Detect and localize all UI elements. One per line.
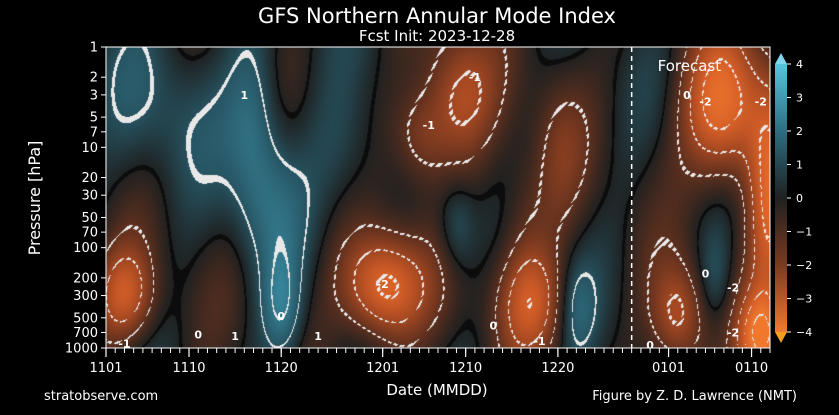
contour-label: -2 xyxy=(377,278,389,291)
x-axis: 1101 1110 1120 1201 1210 1220 0101 0110 xyxy=(89,348,771,376)
y-tick-label: 20 xyxy=(81,171,98,186)
colorbar-tick-label: 3 xyxy=(796,92,803,105)
footer-left: stratobserve.com xyxy=(44,389,158,404)
contour-label: -1 xyxy=(423,119,435,132)
y-axis-label: Pressure [hPa] xyxy=(25,141,44,256)
y-tick-label: 1000 xyxy=(65,342,98,357)
y-tick-label: 50 xyxy=(81,211,98,226)
forecast-label: Forecast xyxy=(658,57,722,75)
chart-subtitle: Fcst Init: 2023-12-28 xyxy=(359,27,515,45)
x-tick-label: 1101 xyxy=(89,361,122,376)
contour-label: 0 xyxy=(194,328,202,341)
heatmap-field xyxy=(106,47,770,348)
contour-label: 0 xyxy=(683,89,691,102)
colorbar-tick-label: 1 xyxy=(796,159,803,172)
contour-label: 1 xyxy=(241,89,249,102)
colorbar-tick-label: −4 xyxy=(796,326,812,339)
colorbar-max-extend xyxy=(775,53,787,64)
y-tick-label: 3 xyxy=(90,88,98,103)
y-tick-label: 1 xyxy=(90,41,98,56)
chart-title: GFS Northern Annular Mode Index xyxy=(258,4,616,28)
contour-label: -2 xyxy=(755,96,767,109)
y-tick-label: 200 xyxy=(73,271,98,286)
x-tick-label: 1110 xyxy=(172,361,205,376)
x-tick-label: 1220 xyxy=(541,361,574,376)
contour-label: -2 xyxy=(727,282,739,295)
colorbar-tick-label: 2 xyxy=(796,125,803,138)
y-tick-label: 30 xyxy=(81,189,98,204)
y-tick-label: 5 xyxy=(90,111,98,126)
y-tick-label: 2 xyxy=(90,71,98,86)
colorbar-min-extend xyxy=(775,332,787,343)
contour-label: -1 xyxy=(469,71,481,84)
x-tick-label: 1120 xyxy=(265,361,298,376)
contour-label: -1 xyxy=(533,335,545,348)
contour-label: -2 xyxy=(699,96,711,109)
colorbar-tick-label: −2 xyxy=(796,259,812,272)
y-tick-label: 70 xyxy=(81,226,98,241)
contour-label: 0 xyxy=(277,310,285,323)
colorbar-scale xyxy=(775,64,787,332)
y-tick-label: 300 xyxy=(73,289,98,304)
x-tick-label: 0110 xyxy=(735,361,768,376)
y-tick-label: 500 xyxy=(73,311,98,326)
x-tick-label: 1210 xyxy=(449,361,482,376)
colorbar-tick-label: −3 xyxy=(796,293,812,306)
colorbar: 4 3 2 1 0 −1 −2 −3 −4 xyxy=(775,53,812,343)
x-tick-label: 1201 xyxy=(366,361,399,376)
footer-right: Figure by Z. D. Lawrence (NMT) xyxy=(592,389,797,404)
contour-label: 1 xyxy=(231,330,239,343)
contour-label: 0 xyxy=(646,339,654,352)
contour-label: 1 xyxy=(314,330,322,343)
contour-label: 0 xyxy=(490,320,498,333)
y-tick-label: 7 xyxy=(90,125,98,140)
y-tick-label: 100 xyxy=(73,241,98,256)
colorbar-tick-label: −1 xyxy=(796,226,812,239)
plot-area: 1 -1 -1 0 -2 -2 -2 0 -2 0 0 1 1 -1 0 -1 0 -2 Forecast xyxy=(105,46,771,352)
contour-label: 0 xyxy=(702,267,710,280)
contour-label: -2 xyxy=(727,326,739,339)
y-tick-label: 10 xyxy=(81,141,98,156)
contour-label: -1 xyxy=(118,337,130,350)
x-axis-label: Date (MMDD) xyxy=(386,381,487,399)
x-tick-label: 0101 xyxy=(652,361,685,376)
colorbar-tick-label: 4 xyxy=(796,58,803,71)
colorbar-tick-label: 0 xyxy=(796,192,803,205)
y-tick-label: 700 xyxy=(73,326,98,341)
